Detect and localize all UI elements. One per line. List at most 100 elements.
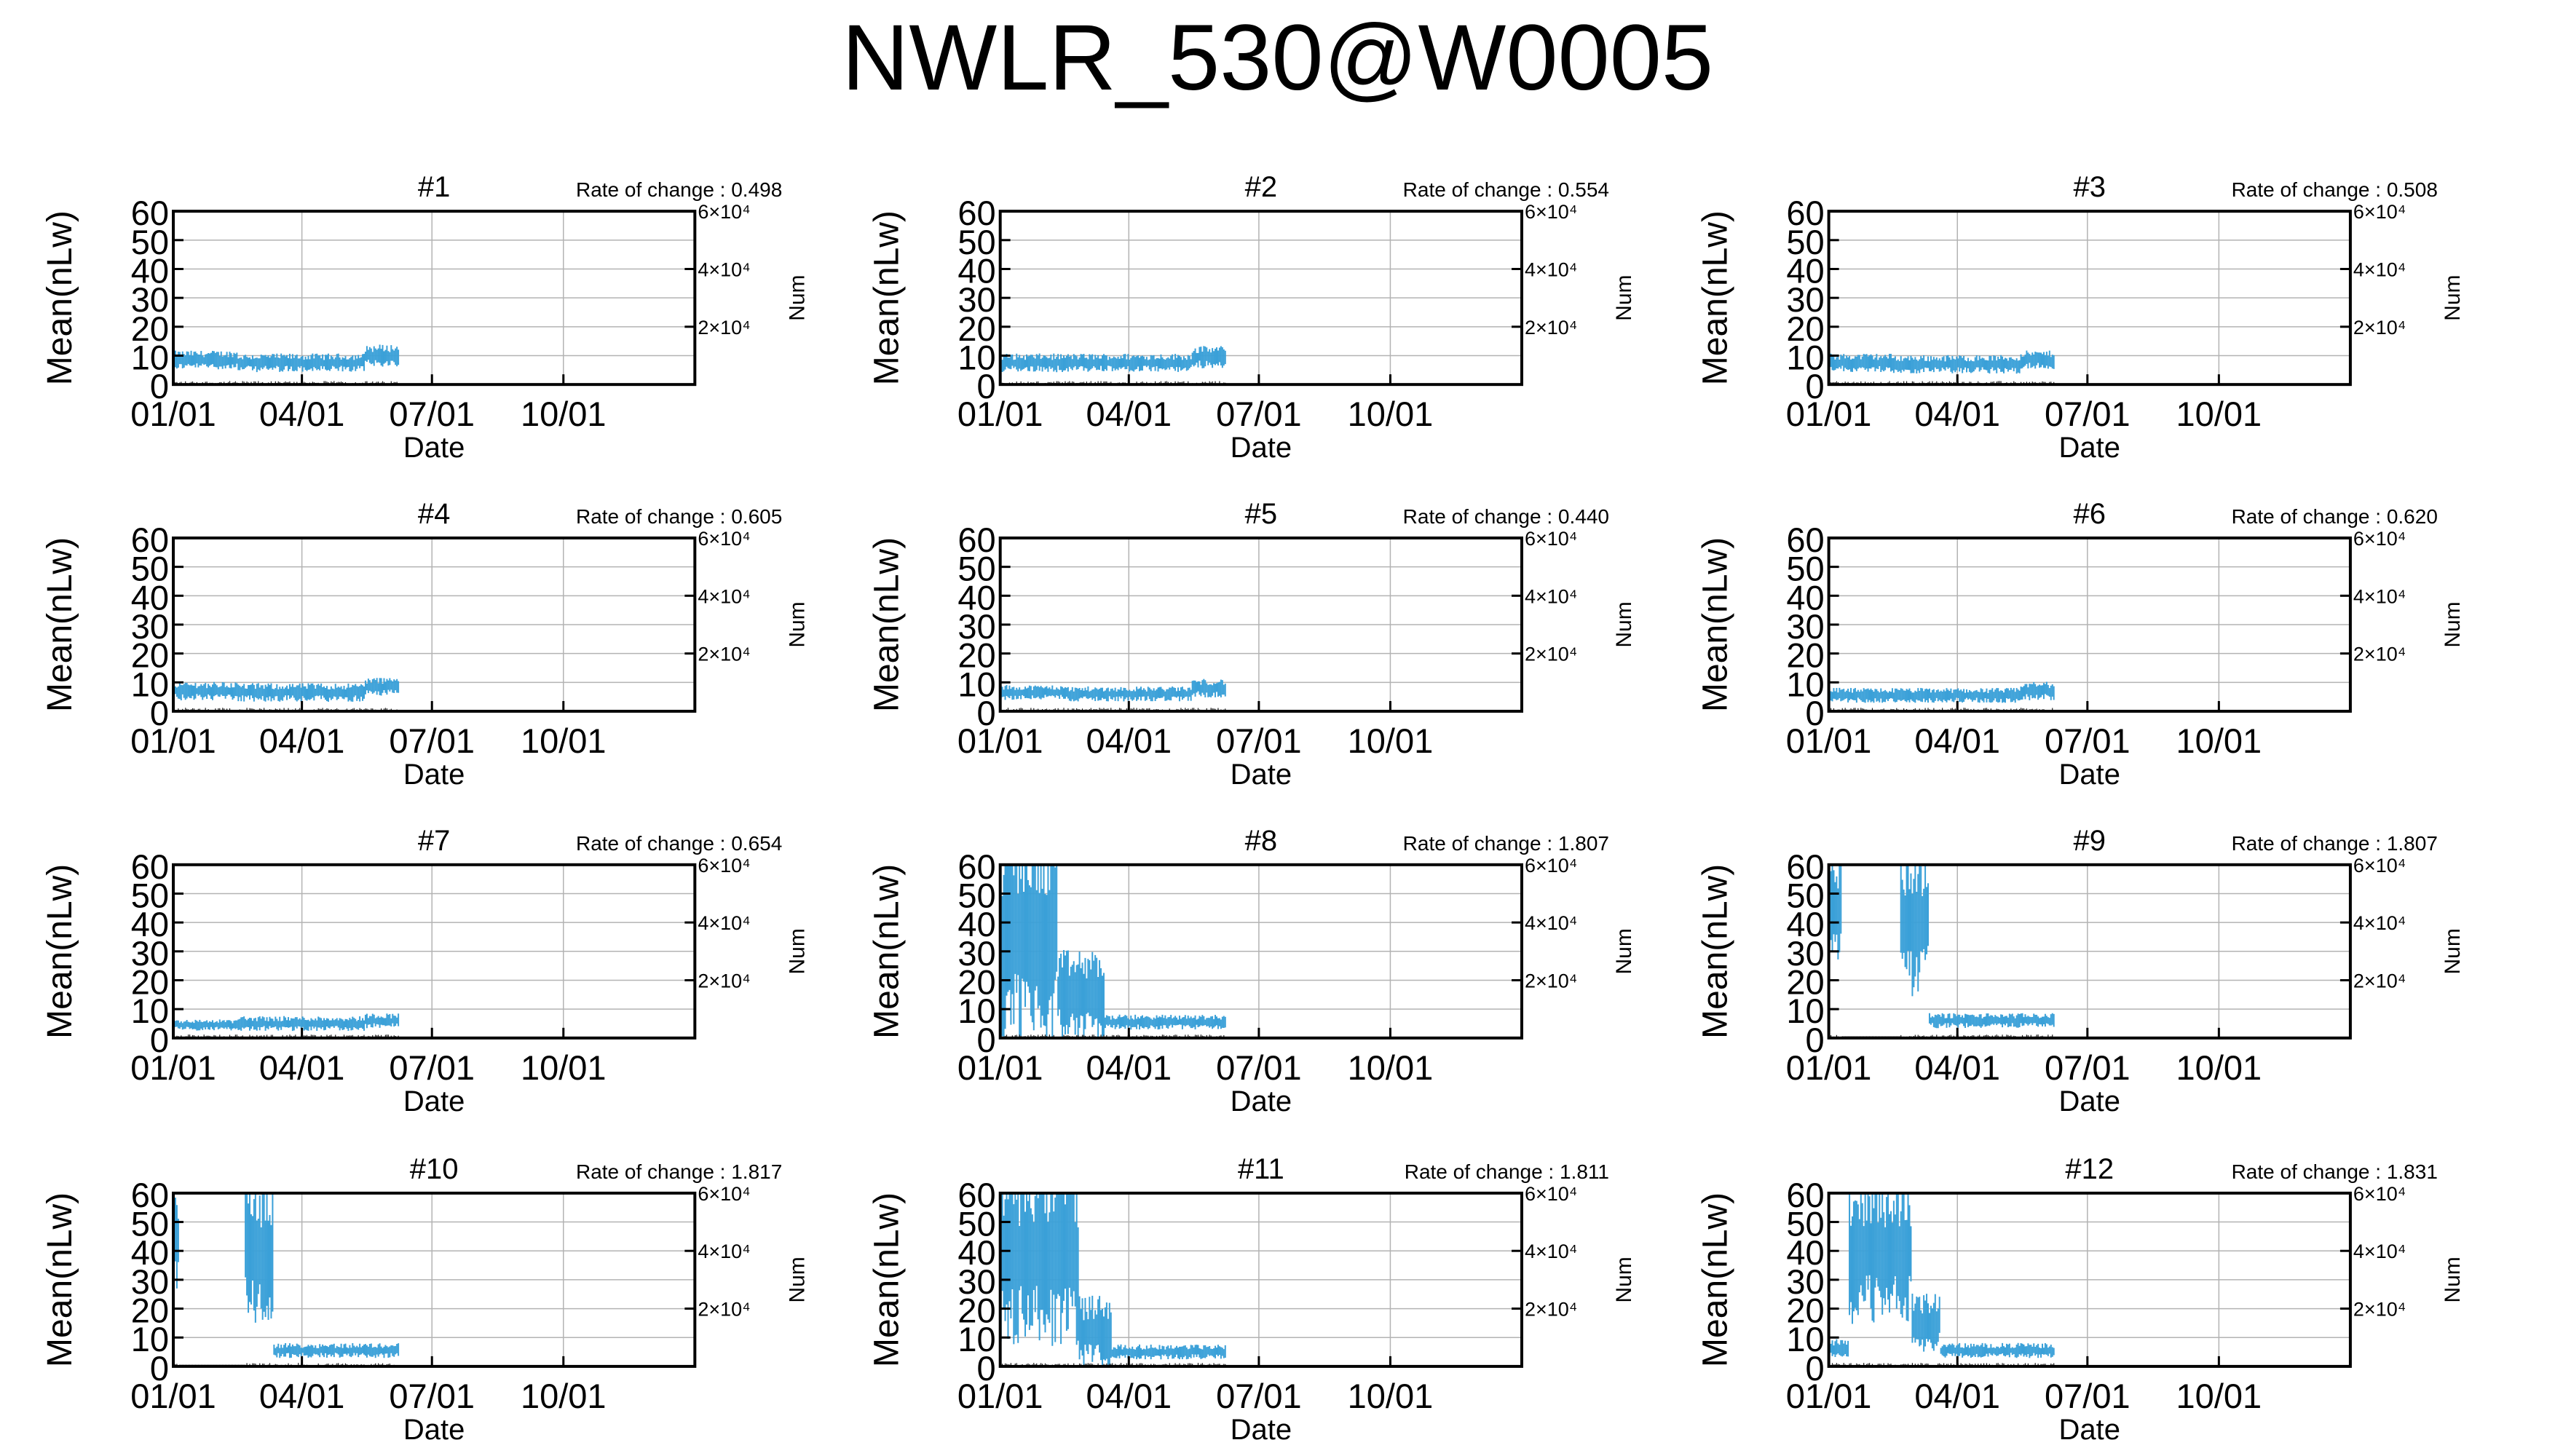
y-tick-label: 60 [957, 1176, 995, 1214]
x-tick-label: 01/01 [957, 721, 1043, 760]
y-tick-label: 40 [1786, 1233, 1824, 1272]
panel-title: #2 [1245, 171, 1278, 203]
y2-tick-label: 6×10⁴ [1525, 855, 1577, 877]
rate-of-change-label: Rate of change : 0.508 [2232, 178, 2438, 201]
y-tick-label: 20 [1786, 1291, 1824, 1330]
y2-tick-label: 6×10⁴ [1525, 1183, 1577, 1205]
y-tick-label: 10 [1786, 1320, 1824, 1358]
x-tick-label: 07/01 [389, 1048, 475, 1087]
y2-tick-label: 4×10⁴ [698, 258, 750, 280]
y2-tick-label: 2×10⁴ [1525, 1299, 1577, 1321]
panel-title: #4 [418, 498, 451, 530]
rate-of-change-label: Rate of change : 1.807 [2232, 832, 2438, 855]
y2-tick-label: 4×10⁴ [698, 912, 750, 934]
y-tick-label: 10 [131, 1320, 169, 1358]
y-tick-label: 20 [131, 309, 169, 348]
y2-tick-label: 4×10⁴ [2353, 258, 2406, 280]
x-axis-label: Date [403, 759, 465, 791]
y-tick-label: 30 [1786, 934, 1824, 973]
y2-tick-label: 4×10⁴ [2353, 912, 2406, 934]
y-tick-label: 50 [957, 550, 995, 588]
y-tick-label: 20 [957, 962, 995, 1001]
x-tick-label: 04/01 [1914, 395, 2000, 433]
y-tick-label: 10 [957, 338, 995, 376]
x-tick-label: 01/01 [130, 395, 216, 433]
y-tick-label: 40 [1786, 578, 1824, 617]
x-tick-label: 07/01 [1216, 1048, 1302, 1087]
series-marks [173, 344, 400, 385]
y-axis-label: Mean(nLw) [868, 1192, 907, 1367]
y2-tick-label: 6×10⁴ [2353, 855, 2406, 877]
y-tick-label: 40 [957, 251, 995, 290]
y2-tick-label: 2×10⁴ [1525, 970, 1577, 992]
x-tick-label: 07/01 [1216, 395, 1302, 433]
x-tick-label: 10/01 [2176, 1048, 2262, 1087]
y-tick-label: 30 [957, 280, 995, 319]
y2-axis-label: Num [2441, 1257, 2465, 1302]
y2-axis-label: Num [2441, 928, 2465, 974]
x-tick-label: 01/01 [130, 1377, 216, 1415]
x-axis-label: Date [403, 432, 465, 464]
x-axis-label: Date [1231, 1414, 1292, 1446]
x-tick-label: 07/01 [2045, 1048, 2131, 1087]
y2-axis-label: Num [785, 274, 809, 320]
rate-of-change-label: Rate of change : 1.811 [1405, 1160, 1609, 1183]
y-tick-label: 50 [131, 876, 169, 914]
rate-of-change-label: Rate of change : 0.498 [576, 178, 782, 201]
y-tick-label: 0 [1805, 1021, 1824, 1059]
x-axis-label: Date [403, 1085, 465, 1117]
panel-title: #7 [418, 825, 451, 857]
y-tick-label: 30 [957, 934, 995, 973]
y2-tick-label: 2×10⁴ [698, 644, 750, 665]
y-tick-label: 0 [1805, 367, 1824, 405]
y-tick-label: 50 [1786, 223, 1824, 261]
rate-of-change-label: Rate of change : 1.817 [576, 1160, 782, 1183]
panel-title: #10 [410, 1153, 459, 1185]
x-tick-label: 10/01 [521, 395, 607, 433]
y2-tick-label: 4×10⁴ [1525, 912, 1577, 934]
y-axis-label: Mean(nLw) [868, 537, 907, 712]
y2-tick-label: 4×10⁴ [1525, 258, 1577, 280]
y2-tick-label: 4×10⁴ [2353, 585, 2406, 607]
y2-tick-label: 6×10⁴ [698, 528, 750, 550]
y2-axis-label: Num [1612, 274, 1636, 320]
y2-tick-label: 2×10⁴ [698, 970, 750, 992]
x-tick-label: 10/01 [2176, 1377, 2262, 1415]
x-axis-label: Date [2059, 432, 2121, 464]
y-tick-label: 40 [1786, 251, 1824, 290]
panel-title: #5 [1245, 498, 1278, 530]
x-axis-label: Date [2059, 759, 2121, 791]
y-axis-label: Mean(nLw) [41, 210, 79, 385]
series-marks [1828, 1192, 2055, 1366]
y-tick-label: 40 [131, 905, 169, 943]
y-tick-label: 0 [977, 367, 996, 405]
x-tick-label: 04/01 [259, 1377, 345, 1415]
x-tick-label: 04/01 [1086, 1048, 1172, 1087]
y-axis-label: Mean(nLw) [1697, 864, 1735, 1039]
y2-tick-label: 2×10⁴ [698, 317, 750, 339]
y-tick-label: 0 [150, 694, 169, 732]
series-marks [1828, 350, 2055, 385]
x-tick-label: 04/01 [1086, 1377, 1172, 1415]
y-tick-label: 50 [957, 876, 995, 914]
x-tick-label: 01/01 [130, 1048, 216, 1087]
x-tick-label: 10/01 [521, 1048, 607, 1087]
y-axis-label: Mean(nLw) [41, 1192, 79, 1367]
x-tick-label: 01/01 [1786, 721, 1872, 760]
x-tick-label: 10/01 [1348, 1377, 1434, 1415]
x-tick-label: 04/01 [1086, 395, 1172, 433]
y-tick-label: 0 [150, 1021, 169, 1059]
y2-axis-label: Num [785, 601, 809, 647]
panel-title: #3 [2074, 171, 2106, 203]
y-tick-label: 40 [957, 1233, 995, 1272]
y-tick-label: 50 [1786, 876, 1824, 914]
panel-title: #1 [418, 171, 451, 203]
y2-tick-label: 2×10⁴ [2353, 970, 2406, 992]
y-tick-label: 20 [957, 309, 995, 348]
